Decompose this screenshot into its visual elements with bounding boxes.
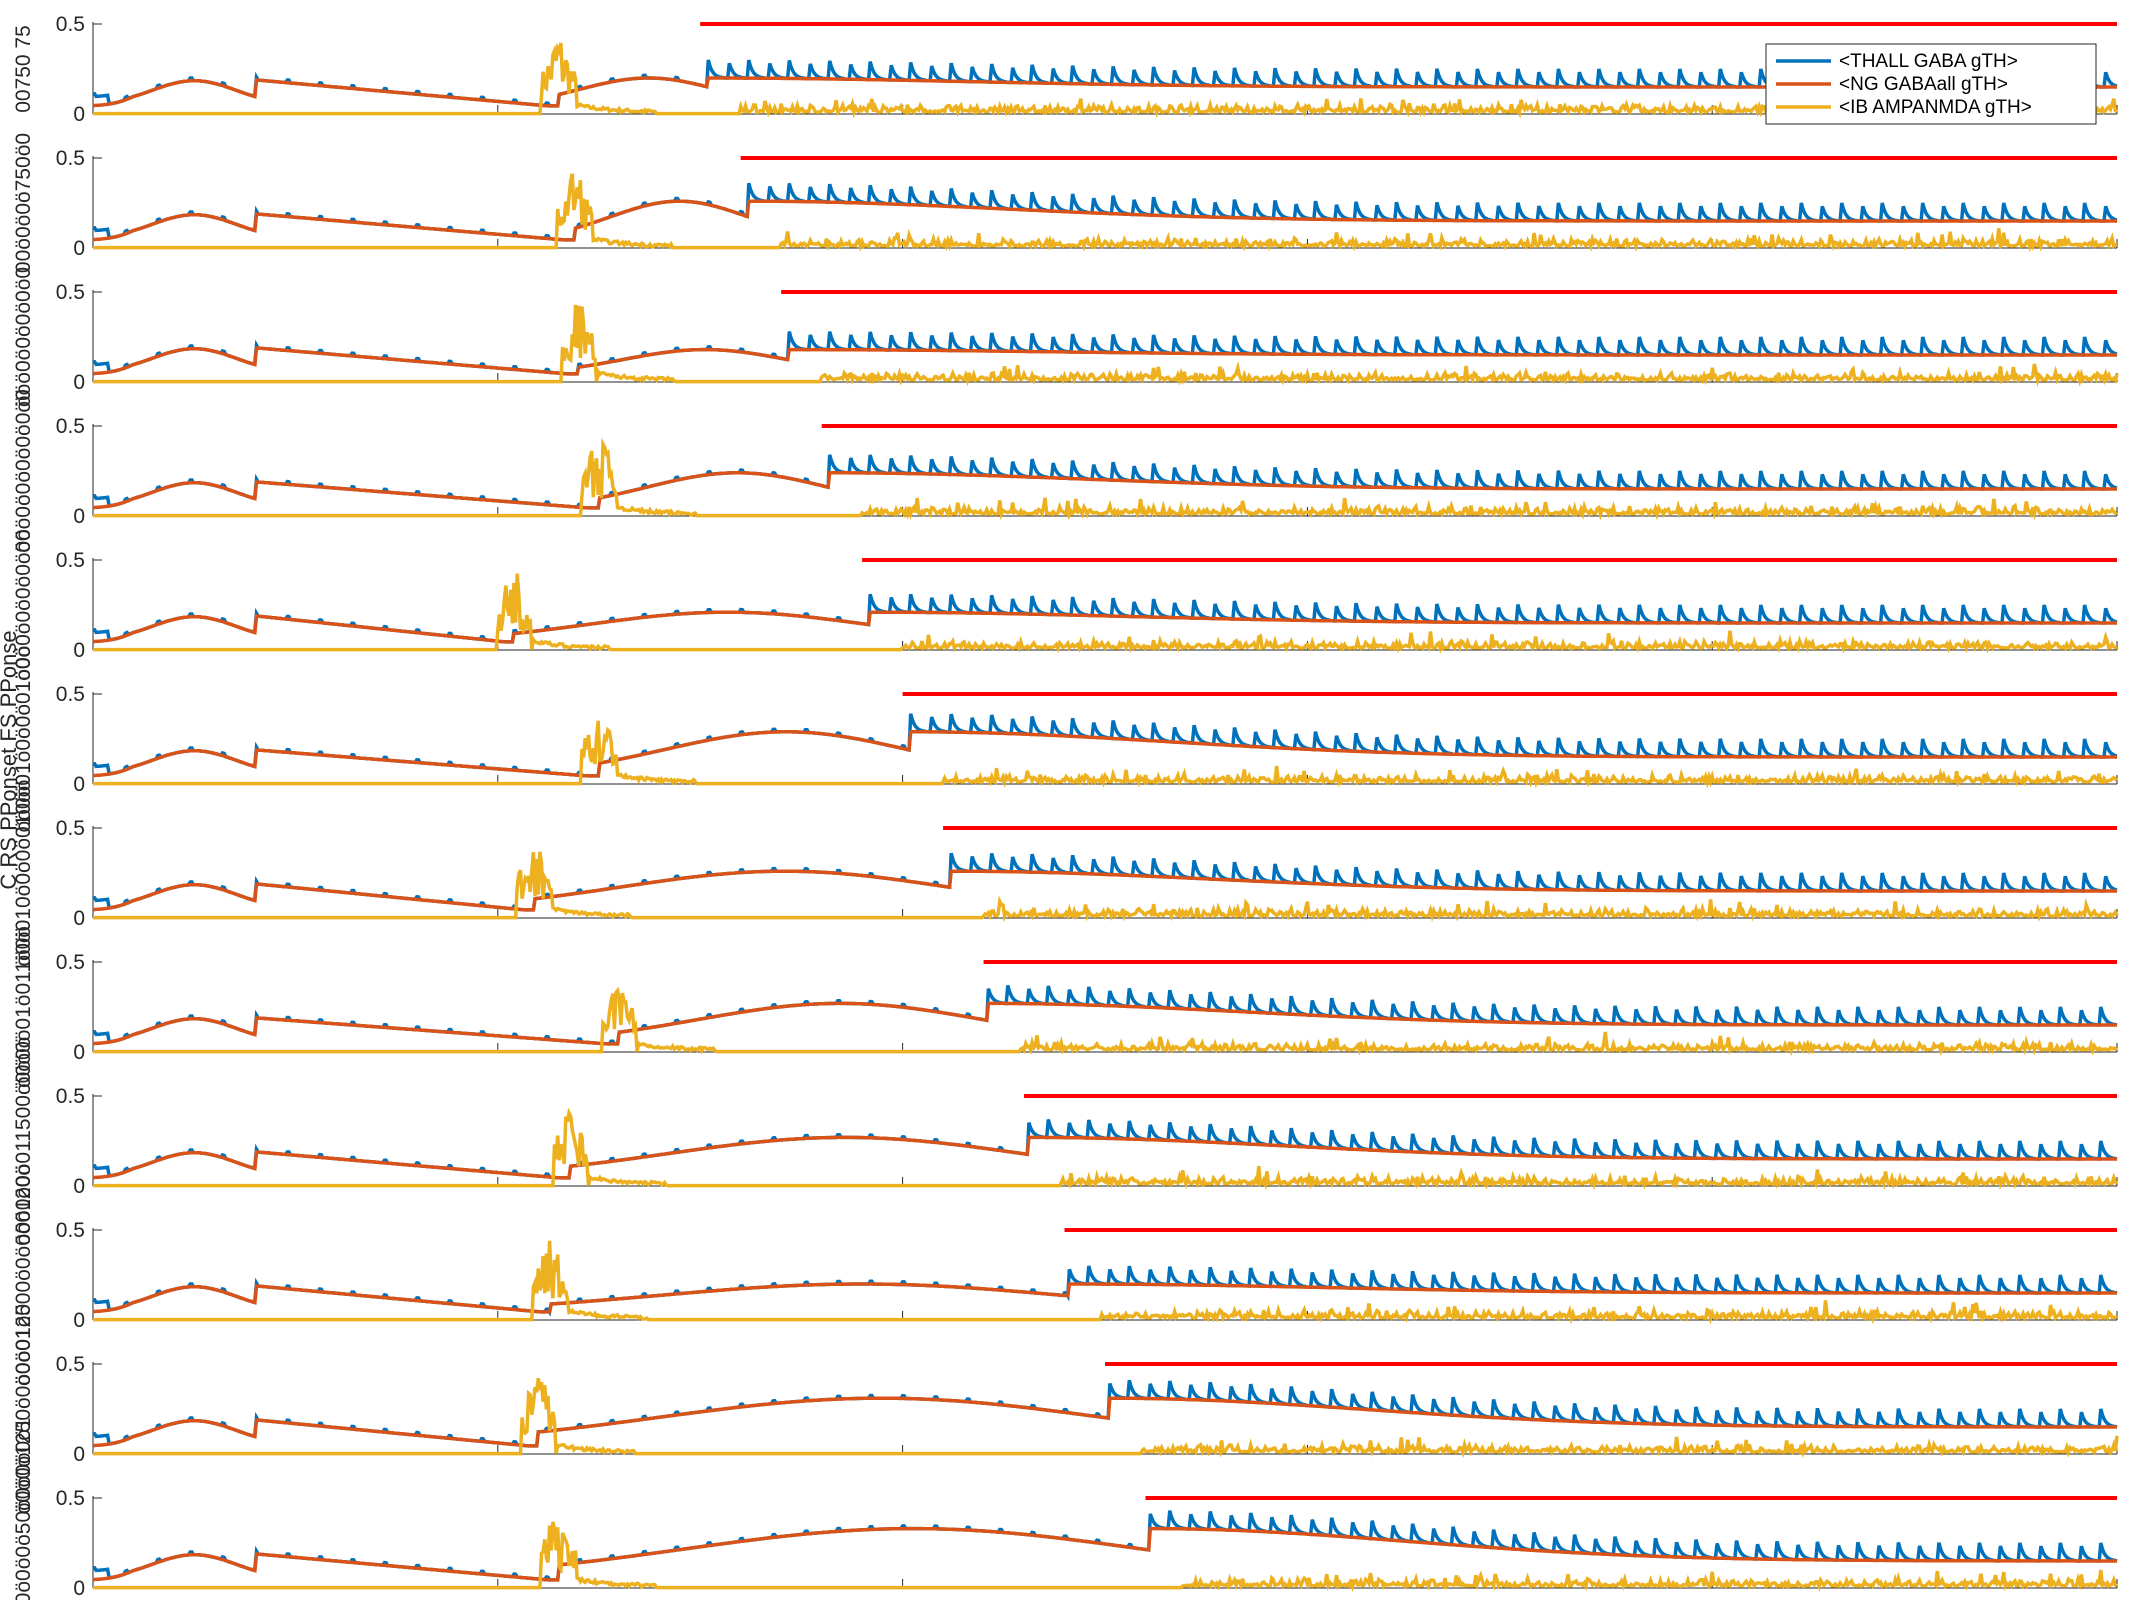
y-tick-label: 0 [73, 1175, 85, 1198]
panel-6: 0 0.5 öö0ö01ö0ö0ö01ö0ö [12, 646, 2119, 833]
legend-entry: <NG GABAall gTH> [1839, 74, 2008, 95]
x-axis: 0 500 1000 1500 2000 2500 [87, 1598, 2133, 1600]
y-tick-label: 0 [73, 103, 85, 126]
series-ng-gabaall [92, 1526, 2117, 1582]
series-ib-ampanmda [93, 573, 2118, 654]
y-tick-label: 0.5 [56, 549, 85, 572]
left-tick-label: 00750 75 [12, 25, 35, 113]
y-axis-label: C RS PPonset FS PPonse [0, 630, 21, 889]
series-ib-ampanmda [93, 986, 2119, 1057]
x-tick-label: 0 [87, 1598, 99, 1600]
y-tick-label: 0 [73, 907, 85, 930]
legend-entry: <THALL GABA gTH> [1839, 51, 2018, 72]
y-tick-label: 0.5 [56, 1085, 85, 1108]
y-tick-label: 0.5 [56, 817, 85, 840]
series-ib-ampanmda [93, 1240, 2118, 1325]
panel-3: 0 0.5 ööö0ö0ö0ö0ö0 [12, 267, 2119, 407]
y-tick-label: 0.5 [56, 1487, 85, 1510]
y-tick-label: 0 [73, 1443, 85, 1466]
series-ib-ampanmda [93, 1521, 2118, 1592]
series-ib-ampanmda [93, 1107, 2119, 1191]
x-tick-label: 1000 [879, 1598, 926, 1600]
y-tick-label: 0.5 [56, 683, 85, 706]
y-tick-label: 0.5 [56, 415, 85, 438]
left-tick-label: ö0ö0ö0ö0ö0ö0ö [12, 529, 35, 681]
left-tick-label: 00 1300ö0ö0ö50ö0ö0ö0ö1 [12, 1417, 35, 1600]
series-ng-gabaall [92, 730, 2117, 778]
series-ib-ampanmda [93, 720, 2119, 789]
panel-11: 0 0.5 ö0ö0ö1250ö0ö0ö01ö0 [12, 1304, 2119, 1514]
y-tick-label: 0 [73, 639, 85, 662]
series-thall-gaba [92, 985, 2118, 1046]
series-ng-gabaall [92, 199, 2117, 242]
series-ng-gabaall [92, 1282, 2117, 1314]
left-tick-label: 00ö0ö0ö750ö0 [12, 133, 35, 273]
y-tick-label: 0 [73, 1041, 85, 1064]
series-ng-gabaall [92, 869, 2117, 912]
series-ng-gabaall [92, 610, 2117, 644]
series-thall-gaba [92, 1379, 2118, 1448]
panel-9: 0 0.5 ö0ö0ö0ö011500ö0ö0ö [12, 1037, 2119, 1246]
x-tick-label: 2500 [2094, 1598, 2133, 1600]
series-thall-gaba [92, 852, 2118, 912]
panel-4: 0 0.5 ö0ö0ö0ö0ö0ö0ö0 [12, 389, 2118, 553]
series-ib-ampanmda [93, 851, 2119, 923]
left-tick-label: ö0ö0ö0ö0ö0ö0ö0 [12, 389, 35, 553]
series-ib-ampanmda [93, 437, 2118, 521]
y-tick-label: 0.5 [56, 147, 85, 170]
series-thall-gaba [92, 182, 2118, 242]
legend: <THALL GABA gTH><NG GABAall gTH><IB AMPA… [1765, 43, 2097, 125]
y-tick-label: 0.5 [56, 1353, 85, 1376]
panel-10: 0 0.5 ö0ö012500ö0ö0ö0120ö [12, 1164, 2118, 1386]
series-ng-gabaall [92, 345, 2117, 376]
y-tick-label: 0 [73, 773, 85, 796]
series-ng-gabaall [92, 1001, 2117, 1046]
series-ng-gabaall [92, 471, 2117, 510]
y-tick-label: 0.5 [56, 1219, 85, 1242]
series-thall-gaba [92, 593, 2118, 644]
y-tick-label: 0 [73, 371, 85, 394]
legend-entry: <IB AMPANMDA gTH> [1839, 97, 2032, 118]
left-tick-label: ö0ö0ö01ö011ö0ö [12, 926, 35, 1088]
series-ib-ampanmda [93, 1377, 2119, 1459]
panel-2: 0 0.5 00ö0ö0ö750ö0 [12, 133, 2118, 273]
x-tick-label: 500 [480, 1598, 515, 1600]
y-tick-label: 0 [73, 237, 85, 260]
series-ib-ampanmda [93, 304, 2119, 388]
y-tick-label: 0 [73, 505, 85, 528]
y-tick-label: 0.5 [56, 281, 85, 304]
y-tick-label: 0.5 [56, 951, 85, 974]
left-tick-label: ö0ö012500ö0ö0ö0120ö [12, 1164, 35, 1386]
left-tick-label: ö0ö0ö0ö011500ö0ö0ö [12, 1037, 35, 1246]
panel-7: 0 0.5 ö0ö010ö0ö0ö010öö [12, 780, 2119, 967]
left-tick-label: ö0ö010ö0ö0ö010öö [12, 780, 35, 967]
left-tick-label: ö0ö0ö1250ö0ö0ö01ö0 [12, 1304, 35, 1514]
series-ib-ampanmda [93, 173, 2118, 253]
series-ng-gabaall [92, 1135, 2117, 1180]
y-tick-label: 0 [73, 1577, 85, 1600]
x-tick-label: 2000 [1689, 1598, 1736, 1600]
panels: 0 0.5 00750 75 0 0.5 00ö0ö0ö750ö0 0 0.5 ööö0ö0ö0… [12, 13, 2119, 1600]
left-tick-label: ööö0ö0ö0ö0ö0 [12, 267, 35, 407]
series-thall-gaba [92, 1265, 2118, 1317]
y-tick-label: 0 [73, 1309, 85, 1332]
left-tick-label: öö0ö01ö0ö0ö01ö0ö [12, 646, 35, 833]
x-tick-label: 1500 [1284, 1598, 1331, 1600]
panel-12: 0 0.5 00 1300ö0ö0ö50ö0ö0ö0ö1 [12, 1417, 2118, 1600]
series-thall-gaba [92, 1119, 2118, 1180]
panel-8: 0 0.5 ö0ö0ö01ö011ö0ö [12, 926, 2119, 1088]
series-ng-gabaall [92, 1396, 2117, 1448]
panel-5: 0 0.5 ö0ö0ö0ö0ö0ö0ö [12, 529, 2118, 681]
y-tick-label: 0.5 [56, 13, 85, 36]
series-thall-gaba [92, 713, 2118, 778]
